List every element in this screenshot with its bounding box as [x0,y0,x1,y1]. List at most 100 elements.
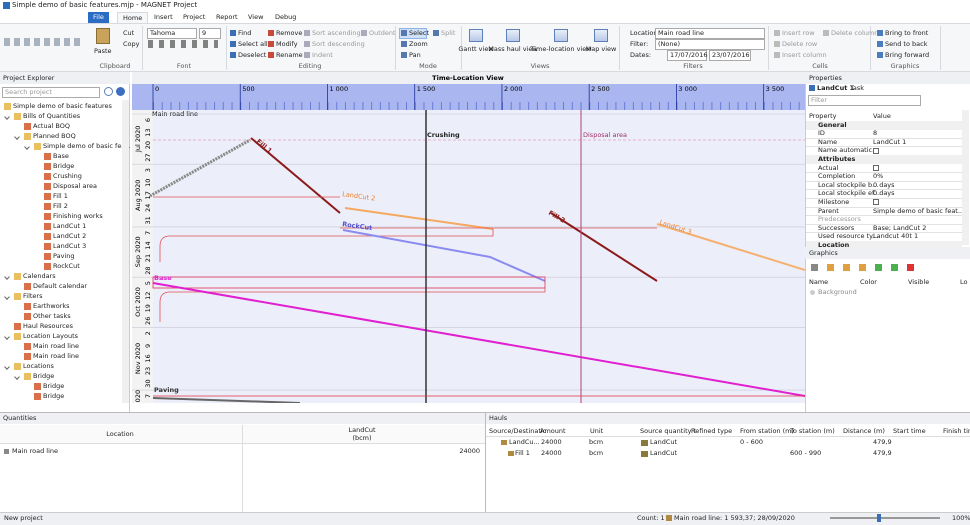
date-from[interactable]: 17/07/2016 [667,50,707,61]
toolbar-icon[interactable] [827,264,834,271]
filter-combo[interactable]: (None) [655,39,765,50]
tree-item[interactable]: Default calendar [33,282,88,290]
expander[interactable] [4,294,10,300]
ribbon-button[interactable]: Modify [276,40,298,48]
ribbon-button[interactable]: Insert row [782,29,815,37]
font-name[interactable]: Tahoma [147,28,197,39]
tree-item[interactable]: Locations [23,362,54,370]
zoom-thumb[interactable] [877,514,881,522]
toolbar-icon[interactable] [843,264,850,271]
tree-item[interactable]: Main road line [33,342,79,350]
tree-item[interactable]: Haul Resources [23,322,74,330]
ribbon-button[interactable]: Send to back [885,40,928,48]
tree-item[interactable]: LandCut 3 [53,242,87,250]
filter-box[interactable]: Filter [808,95,921,106]
ribbon-tab[interactable]: Project [183,13,206,21]
ribbon-tab[interactable]: Debug [275,13,297,21]
ribbon-tab[interactable]: Home [117,12,149,23]
ribbon-button[interactable]: Paste [94,47,112,55]
tree-item[interactable]: Crushing [53,172,82,180]
tree-item[interactable]: RockCut [53,262,80,270]
ribbon-button[interactable]: Delete row [782,40,818,48]
ribbon-tab[interactable]: File [88,12,109,23]
date-to[interactable]: 23/07/2016 [709,50,751,61]
tree-item[interactable]: Location Layouts [23,332,79,340]
expander[interactable] [4,334,10,340]
toolbar-icon[interactable] [875,264,882,271]
ribbon-button[interactable]: Cut [123,29,135,37]
ribbon-button[interactable]: Gantt view [458,45,494,53]
ribbon-button[interactable]: Time-location view [530,45,592,53]
tree-item[interactable]: Simple demo of basic feature [43,142,130,150]
tree-item[interactable]: Bridge [43,392,65,400]
haul-cell[interactable]: Fill 1 [515,449,530,457]
tree-item[interactable]: LandCut 1 [53,222,87,230]
ribbon-button[interactable]: Bring forward [885,51,930,59]
ribbon-button[interactable]: Split [441,29,456,37]
toolbar-icon[interactable] [811,264,818,271]
expander[interactable] [4,364,10,370]
checkbox[interactable] [873,199,879,206]
tree-item[interactable]: Base [53,152,69,160]
property-value[interactable]: 0 days [873,189,895,198]
tree-item[interactable]: Fill 1 [53,192,68,200]
search-box[interactable]: Search project [2,87,100,98]
expander[interactable] [4,114,10,120]
ribbon-button[interactable]: Map view [585,45,617,53]
ribbon-button[interactable]: Pan [409,51,421,59]
tree-item[interactable]: Bridge [33,372,55,380]
expander[interactable] [24,144,30,150]
tree-item[interactable]: Simple demo of basic features [13,102,112,110]
expander[interactable] [4,274,10,280]
tree-item[interactable]: Bridge [43,382,65,390]
tree-item[interactable]: Earthworks [33,302,70,310]
ribbon-tab[interactable]: Report [216,13,238,21]
tree-item[interactable]: Finishing works [53,212,103,220]
ribbon-button[interactable]: Select all [238,40,268,48]
ribbon-button[interactable]: Delete column [831,29,879,37]
tree-item[interactable]: Bills of Quantities [23,112,81,120]
property-value[interactable]: 0 days [873,180,895,189]
tree-item[interactable]: Disposal area [53,182,98,190]
ribbon-button[interactable]: Sort ascending [312,29,361,37]
expander[interactable] [14,134,20,140]
ribbon-tab[interactable]: View [248,13,264,21]
filter-combo[interactable]: Main road line [655,28,765,39]
ribbon-button[interactable]: Insert column [782,51,827,59]
tree-item[interactable]: Bridge [53,162,75,170]
tree-item[interactable]: Main road line [33,352,79,360]
property-value[interactable]: LandCut 1 [873,137,907,146]
checkbox[interactable] [873,147,879,154]
tree-item[interactable]: LandCut 2 [53,232,87,240]
expander[interactable] [14,374,20,380]
ribbon-button[interactable]: Bring to front [885,29,929,37]
tree-item[interactable]: Other tasks [33,312,71,320]
tree-item[interactable]: Paving [53,252,75,260]
ribbon-button[interactable]: Indent [312,51,333,59]
font-size[interactable]: 9 [199,28,221,39]
tree-item[interactable]: Filters [23,292,43,300]
property-value[interactable]: Base; LandCut 2 [873,223,927,232]
ribbon-button[interactable]: Copy [123,40,140,48]
property-value[interactable]: Landcut 40t 1 [873,232,919,241]
property-value[interactable]: 8 [873,129,878,138]
tree-item[interactable]: Actual BOQ [33,122,71,130]
property-value[interactable]: 0% [873,172,884,181]
ribbon-button[interactable]: Mass haul view [488,45,538,53]
ribbon-button[interactable]: Find [238,29,252,37]
checkbox[interactable] [873,165,879,171]
haul-cell[interactable]: LandCu... [509,438,540,446]
toolbar-icon[interactable] [891,264,898,271]
ribbon-button[interactable]: Rename [276,51,303,59]
tree-item[interactable]: Fill 2 [53,202,68,210]
ribbon-button[interactable]: Sort descending [312,40,365,48]
ribbon-button[interactable]: Zoom [409,40,428,48]
ribbon-button[interactable]: Select [409,29,430,37]
ribbon-button[interactable]: Deselect [238,51,267,59]
tree-item[interactable]: Calendars [23,272,56,280]
toolbar-icon[interactable] [859,264,866,271]
toolbar-icon[interactable] [907,264,914,271]
tree-item[interactable]: Planned BOQ [33,132,76,140]
ribbon-button[interactable]: Outdent [369,29,396,37]
ribbon-tab[interactable]: Insert [154,13,173,21]
